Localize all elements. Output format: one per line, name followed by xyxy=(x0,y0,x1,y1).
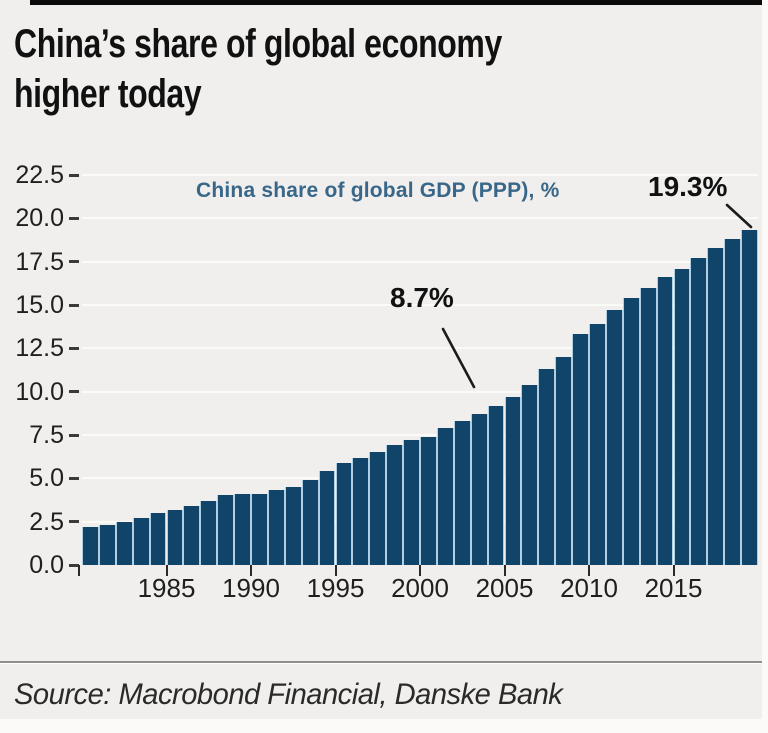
x-axis-label: 1995 xyxy=(306,573,365,603)
x-axis-label: 2005 xyxy=(475,573,534,603)
bar xyxy=(470,414,488,565)
bar xyxy=(639,287,657,565)
bar xyxy=(504,396,522,565)
bar xyxy=(352,457,370,565)
legend-label: China share of global GDP (PPP), % xyxy=(196,179,560,202)
x-axis-tick xyxy=(250,565,252,576)
x-axis-tick xyxy=(419,565,421,576)
bar xyxy=(267,490,285,565)
source-divider-line xyxy=(0,661,763,664)
x-axis-tick xyxy=(672,565,675,576)
bar xyxy=(369,452,387,565)
y-axis-label: 12.5 xyxy=(15,334,64,363)
bar xyxy=(132,518,150,565)
y-axis-tick xyxy=(69,346,79,350)
bar xyxy=(724,239,742,565)
x-axis-label: 1985 xyxy=(137,573,196,603)
bar xyxy=(284,487,302,565)
y-axis-tick xyxy=(69,303,79,307)
x-axis-label: 2015 xyxy=(644,573,703,603)
bar xyxy=(200,500,218,565)
annotation-mid-pointer-line xyxy=(441,327,476,389)
bar xyxy=(98,525,116,565)
x-axis-label: 1990 xyxy=(222,573,280,603)
y-axis-tick xyxy=(69,563,79,567)
bar xyxy=(487,405,505,565)
y-axis-tick xyxy=(69,433,79,437)
y-axis-label: 10.0 xyxy=(15,377,64,406)
bar xyxy=(555,357,573,565)
gridline xyxy=(82,304,758,306)
bar xyxy=(605,310,623,565)
annotation-end-pointer-line xyxy=(725,203,753,229)
right-margin-strip xyxy=(762,0,768,733)
y-axis-tick xyxy=(69,390,79,394)
bar xyxy=(521,384,539,565)
gridline xyxy=(82,174,758,176)
y-axis-label: 22.5 xyxy=(15,161,64,189)
top-accent-bar xyxy=(30,0,763,5)
bar xyxy=(251,493,268,565)
page-title-line1: China’s share of global economy xyxy=(14,22,502,66)
annotation-mid-value: 8.7% xyxy=(390,282,454,313)
page-title-line2: higher today xyxy=(14,72,202,116)
y-axis-tick xyxy=(69,216,79,220)
bar xyxy=(420,436,437,565)
gridline xyxy=(82,347,758,350)
x-axis-tick xyxy=(334,565,337,576)
y-axis-label: 5.0 xyxy=(29,464,64,493)
bar xyxy=(318,471,336,565)
x-axis-label: 2000 xyxy=(391,573,449,603)
x-axis-label: 2010 xyxy=(560,573,618,603)
y-axis-label: 2.5 xyxy=(29,507,64,536)
y-axis-tick xyxy=(69,520,79,524)
gridline xyxy=(82,390,758,393)
y-axis-label: 15.0 xyxy=(15,291,64,319)
y-axis-label: 7.5 xyxy=(29,421,64,449)
bottom-margin-strip xyxy=(0,719,768,733)
bar xyxy=(234,493,251,565)
x-axis-tick xyxy=(503,565,506,576)
bar xyxy=(673,268,691,565)
bar xyxy=(183,506,201,565)
bar xyxy=(115,521,133,565)
bar xyxy=(690,258,708,565)
gridline xyxy=(82,434,758,436)
bar xyxy=(436,428,454,565)
bar xyxy=(622,298,640,565)
y-axis-tick xyxy=(69,260,79,264)
y-axis-label: 0.0 xyxy=(29,551,64,579)
source-text: Source: Macrobond Financial, Danske Bank xyxy=(14,678,563,711)
bar xyxy=(335,462,353,565)
x-axis-tick xyxy=(165,565,168,576)
x-axis-tick xyxy=(588,565,590,576)
bar xyxy=(572,334,589,565)
bar xyxy=(149,513,167,565)
gridline xyxy=(82,217,758,220)
y-axis-label: 20.0 xyxy=(15,204,64,233)
bar xyxy=(707,247,725,565)
bar xyxy=(656,277,674,565)
y-axis-label: 17.5 xyxy=(15,247,64,276)
bar xyxy=(82,526,99,565)
y-axis-tick xyxy=(69,476,79,480)
bar xyxy=(166,509,184,565)
y-axis-tick xyxy=(69,173,79,177)
bar xyxy=(386,445,404,565)
axis-origin-tick xyxy=(78,565,80,576)
bar xyxy=(589,324,606,565)
bar xyxy=(453,421,471,565)
bar xyxy=(538,369,556,565)
bar xyxy=(741,230,758,565)
annotation-end-value: 19.3% xyxy=(648,171,728,202)
gridline xyxy=(82,260,758,263)
bar xyxy=(301,480,319,565)
bar xyxy=(403,440,420,565)
bar xyxy=(217,494,235,565)
